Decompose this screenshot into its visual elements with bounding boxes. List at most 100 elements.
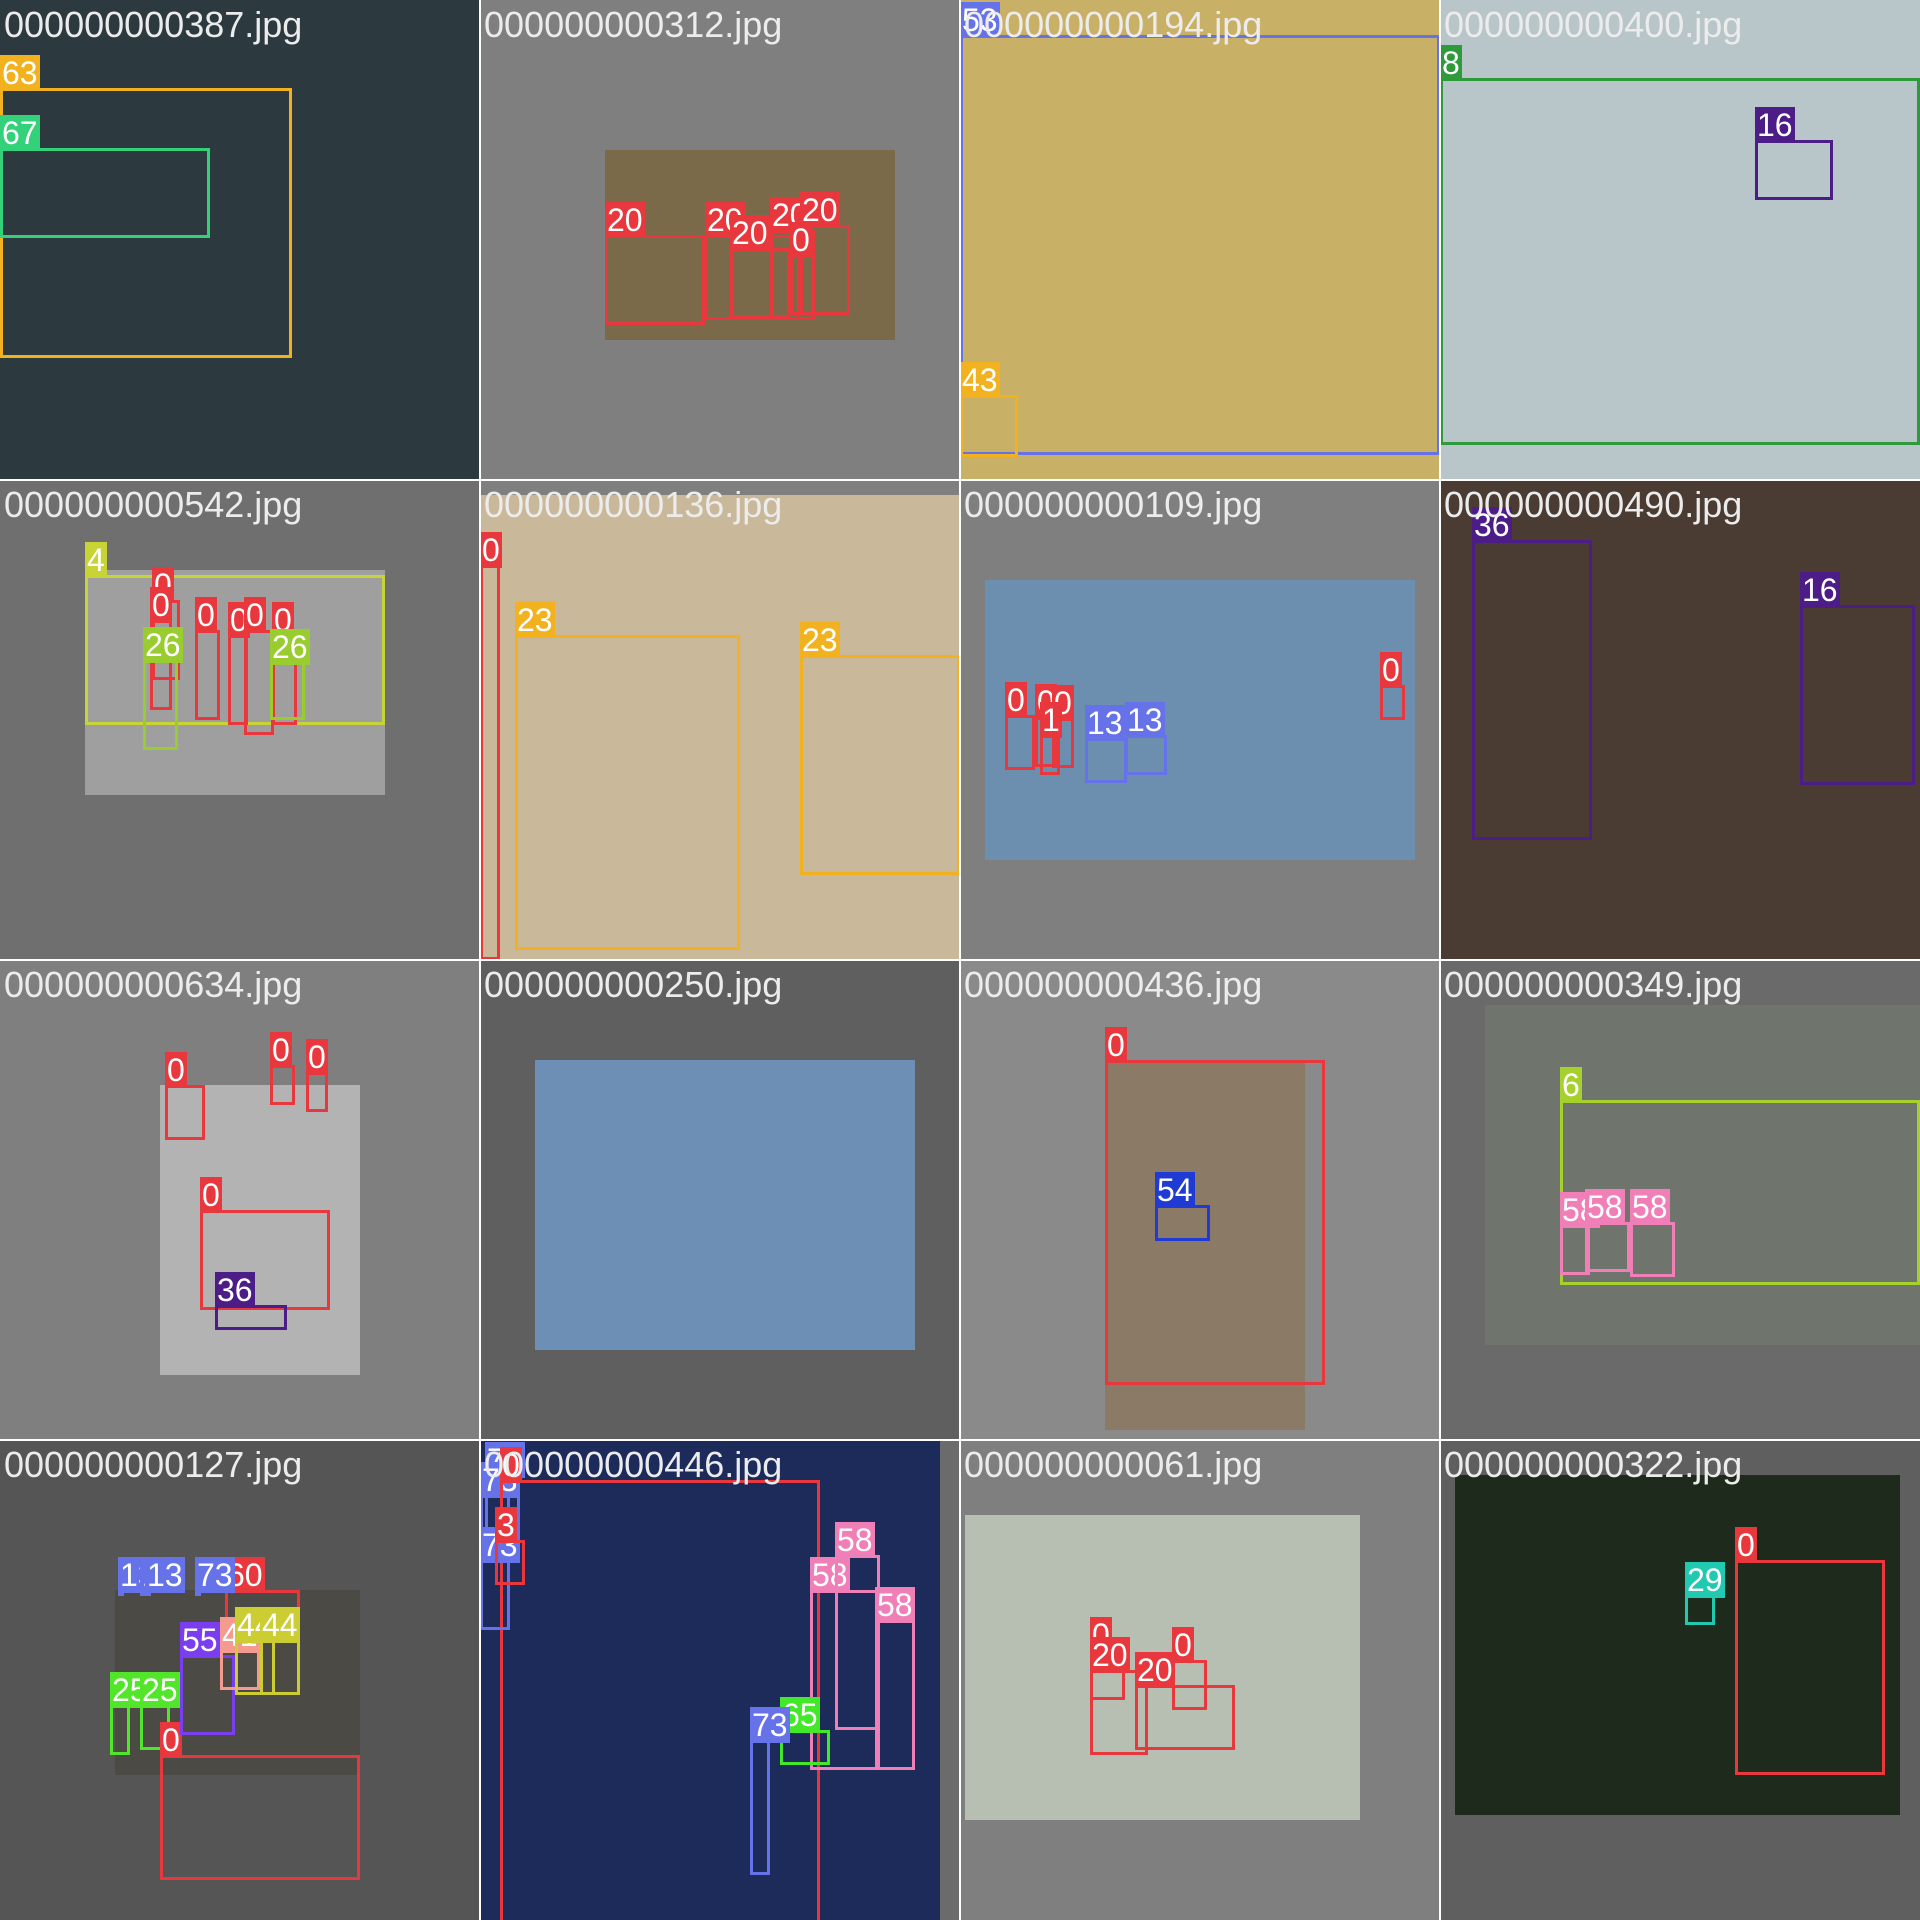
tile-filename: 000000000312.jpg	[484, 4, 783, 45]
detection-label: 58	[875, 1587, 915, 1623]
tile-11: 0 54 000000000436.jpg	[960, 960, 1440, 1440]
detection-label: 44	[260, 1607, 300, 1643]
detection-box: 0	[500, 1447, 820, 1920]
tile-filename: 000000000109.jpg	[964, 484, 1263, 525]
detection-label: 0	[1005, 682, 1027, 718]
detection-label: 26	[143, 627, 183, 663]
detection-box: 0	[195, 597, 220, 720]
detection-label: 0	[150, 587, 172, 623]
detection-box: 0	[790, 222, 815, 315]
tile-photo	[1440, 480, 1920, 960]
detection-box: 25	[110, 1672, 150, 1755]
detection-box: 0	[1105, 1027, 1325, 1385]
detection-box: 73	[195, 1557, 235, 1596]
detection-label: 73	[195, 1557, 235, 1593]
detection-label: 16	[1755, 107, 1795, 143]
detection-box: 0	[270, 1032, 295, 1105]
tile-8: 36 16 000000000490.jpg	[1440, 480, 1920, 960]
tile-filename: 000000000634.jpg	[4, 964, 303, 1005]
detection-label: 0	[1380, 652, 1402, 688]
detection-label: 0	[200, 1177, 222, 1213]
tile-filename: 000000000446.jpg	[484, 1444, 783, 1485]
detection-box: 13	[1125, 702, 1167, 775]
tile-photo	[960, 0, 1440, 480]
detection-box: 58	[835, 1522, 880, 1730]
detection-label: 20	[730, 215, 770, 251]
tile-photo	[535, 1060, 915, 1350]
detection-label: 58	[1585, 1189, 1625, 1225]
detection-label: 0	[306, 1039, 328, 1075]
detection-label: 55	[180, 1622, 220, 1658]
detection-box: 0	[165, 1052, 205, 1140]
detection-label: 36	[1472, 507, 1512, 543]
grid-divider	[1439, 0, 1441, 1920]
detection-box: 26	[270, 629, 310, 720]
detection-box: 54	[1155, 1172, 1210, 1241]
detection-label: 67	[0, 115, 40, 151]
detection-label: 8	[1440, 45, 1462, 81]
detection-label: 29	[1685, 1562, 1725, 1598]
tile-photo	[480, 495, 960, 960]
detection-box: 20	[605, 202, 705, 325]
detection-label: 58	[835, 1522, 875, 1558]
detection-box: 13	[1085, 705, 1127, 783]
tile-7: 000113130000000000109.jpg	[960, 480, 1440, 960]
tile-13: 25250131313607355414444000000000127.jpg	[0, 1440, 480, 1920]
tile-15: 0 0 20 20 000000000061.jpg	[960, 1440, 1440, 1920]
detection-box: 44	[260, 1607, 300, 1695]
tile-photo	[1455, 1475, 1900, 1815]
detection-box: 55	[180, 1622, 235, 1735]
tile-2: 20 20 20 20 20 0 000000000312.jpg	[480, 0, 960, 480]
tile-filename: 000000000061.jpg	[964, 1444, 1263, 1485]
detection-box: 13	[118, 1557, 158, 1596]
detection-label: 3	[495, 1507, 517, 1543]
detection-label: 1	[1040, 702, 1062, 738]
detection-box: 0	[150, 587, 172, 710]
detection-label: 0	[165, 1052, 187, 1088]
tile-5: 4 0 0 0 0 0 0 26 26 000000000542.jpg	[0, 480, 480, 960]
detection-label: 0	[270, 1032, 292, 1068]
detection-box: 23	[800, 622, 960, 875]
detection-box: 1	[1040, 702, 1062, 775]
tile-photo	[480, 1440, 940, 1920]
detection-box: 67	[0, 115, 210, 238]
detection-label: 0	[1105, 1027, 1127, 1063]
tile-filename: 000000000436.jpg	[964, 964, 1263, 1005]
tile-filename: 000000000127.jpg	[4, 1444, 303, 1485]
detection-box: 13	[145, 1557, 185, 1596]
detection-box: 0	[480, 532, 502, 960]
detection-label: 0	[790, 222, 812, 258]
detection-box: 0	[1380, 652, 1405, 720]
detection-box: 58	[1585, 1189, 1630, 1272]
detection-box: 16	[1755, 107, 1833, 200]
detection-label: 0	[1172, 1627, 1194, 1663]
detection-box: 0	[306, 1039, 328, 1112]
detection-label: 6	[1560, 1067, 1582, 1103]
tile-1: 63 67 000000000387.jpg	[0, 0, 480, 480]
tile-filename: 000000000194.jpg	[964, 4, 1263, 45]
tile-filename: 000000000349.jpg	[1444, 964, 1743, 1005]
tile-4: 8 16 000000000400.jpg	[1440, 0, 1920, 480]
detection-label: 26	[270, 629, 310, 665]
tile-filename: 000000000490.jpg	[1444, 484, 1743, 525]
grid-divider	[0, 959, 1920, 961]
tile-10: 000000000250.jpg	[480, 960, 960, 1440]
detection-label: 0	[480, 532, 502, 568]
tile-12: 6 58 58 58 000000000349.jpg	[1440, 960, 1920, 1440]
detection-label: 0	[500, 1447, 522, 1483]
detection-box: 23	[515, 602, 740, 950]
detection-box: 58	[1630, 1189, 1675, 1277]
detection-label: 20	[605, 202, 645, 238]
tile-3: 53 43 000000000194.jpg	[960, 0, 1440, 480]
detection-label: 16	[1800, 572, 1840, 608]
detection-box: 43	[960, 362, 1018, 457]
detection-box: 73	[750, 1707, 790, 1875]
detection-label: 20	[1090, 1637, 1130, 1673]
detection-box: 0	[1005, 682, 1035, 770]
detection-box: 58	[875, 1587, 915, 1770]
detection-box: 8	[1440, 45, 1920, 445]
detection-box: 0	[1735, 1527, 1885, 1775]
tile-photo	[0, 0, 480, 480]
tile-filename: 000000000400.jpg	[1444, 4, 1743, 45]
